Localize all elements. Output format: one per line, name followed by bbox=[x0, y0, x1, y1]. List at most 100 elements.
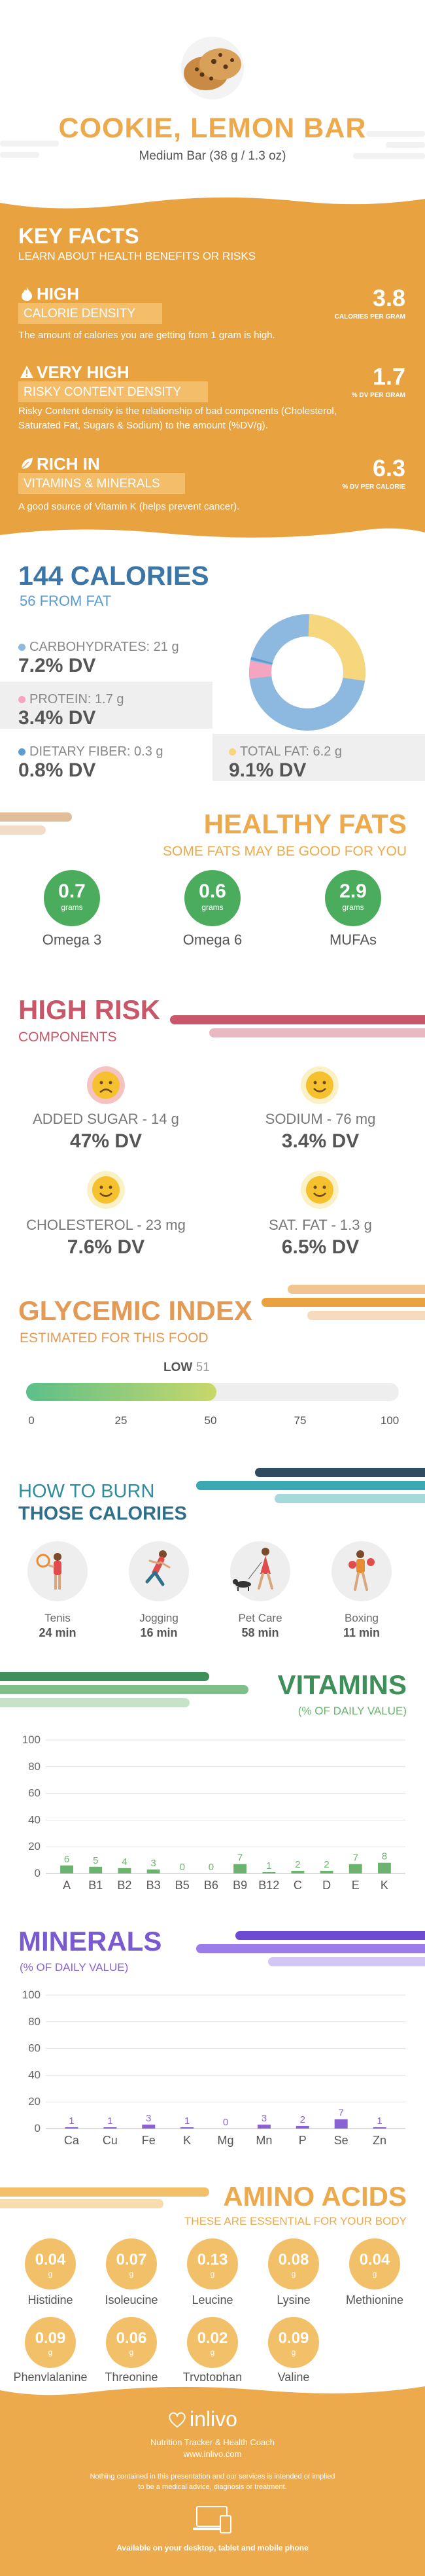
vitamin-category-label: B2 bbox=[117, 1879, 131, 1892]
mineral-category-label: P bbox=[299, 2134, 307, 2147]
glycemic-tick-label: 50 bbox=[204, 1414, 217, 1427]
protein-label: PROTEIN: 1.7 g bbox=[29, 692, 124, 706]
vitamin-y-tick-label: 0 bbox=[35, 1867, 41, 1879]
key-facts-subtitle: LEARN ABOUT HEALTH BENEFITS OR RISKS bbox=[18, 250, 256, 262]
vitamin-bar bbox=[118, 1868, 131, 1873]
amino-circle: 0.07 g bbox=[106, 2238, 157, 2289]
amino-name: Phenylalanine bbox=[13, 2371, 88, 2384]
fact-name: RISKY CONTENT DENSITY bbox=[18, 381, 208, 402]
protein-dv: 3.4% DV bbox=[18, 707, 96, 729]
decorative-bars-right bbox=[196, 1468, 425, 1503]
activity-name: Tenis bbox=[44, 1612, 71, 1624]
vitamin-value-label: 2 bbox=[324, 1859, 329, 1870]
mineral-category-label: Se bbox=[334, 2134, 348, 2147]
glycemic-fill bbox=[26, 1383, 216, 1401]
vitamin-bar bbox=[233, 1864, 247, 1873]
vitamin-category-label: B5 bbox=[175, 1879, 190, 1892]
amino-name: Methionine bbox=[345, 2293, 404, 2306]
risk-dv: 6.5% DV bbox=[281, 1236, 360, 1258]
fat-value-circle: 2.9 grams bbox=[325, 870, 381, 926]
amino-name: Tryptophan bbox=[182, 2371, 243, 2384]
fact-name: CALORIE DENSITY bbox=[18, 303, 162, 324]
flame-icon bbox=[22, 287, 32, 301]
amino-name: Threonine bbox=[105, 2371, 158, 2384]
vitamin-y-tick-label: 80 bbox=[28, 1760, 41, 1773]
activity-time: 58 min bbox=[241, 1626, 279, 1639]
disclaimer-line-2: to be a medical advice, diagnosis or tre… bbox=[138, 2483, 287, 2491]
glycemic-tick-label: 0 bbox=[28, 1414, 35, 1427]
heart-icon bbox=[169, 2412, 186, 2428]
mineral-bar bbox=[65, 2127, 78, 2129]
mineral-value-label: 7 bbox=[338, 2108, 343, 2119]
protein-dot bbox=[18, 696, 26, 703]
brand-url[interactable]: www.inlivo.com bbox=[183, 2449, 242, 2459]
high-risk-title: HIGH RISK bbox=[18, 994, 161, 1025]
vitamin-value-label: 1 bbox=[266, 1860, 271, 1871]
protein-stat: PROTEIN: 1.7 g 3.4% DV bbox=[18, 692, 124, 729]
amino-circle: 0.02 g bbox=[187, 2317, 238, 2368]
decorative-stripes bbox=[0, 131, 425, 159]
mineral-value-label: 1 bbox=[107, 2115, 112, 2127]
mineral-value-label: 3 bbox=[262, 2113, 267, 2124]
fact-name: VITAMINS & MINERALS bbox=[18, 473, 185, 494]
decorative-bars-left bbox=[0, 2187, 209, 2208]
header-section: COOKIE, LEMON BAR Medium Bar (38 g / 1.3… bbox=[0, 0, 425, 190]
vitamin-category-label: B1 bbox=[88, 1879, 103, 1892]
mineral-y-tick-label: 20 bbox=[28, 2095, 41, 2108]
disclaimer-line-1: Nothing contained in this presentation a… bbox=[90, 2473, 335, 2480]
vitamin-category-label: B12 bbox=[258, 1879, 279, 1892]
serving-size: Medium Bar (38 g / 1.3 oz) bbox=[139, 149, 286, 163]
mineral-value-label: 2 bbox=[300, 2114, 305, 2125]
vitamin-value-label: 5 bbox=[93, 1855, 98, 1866]
wave-bottom bbox=[0, 528, 425, 543]
happy-face-icon bbox=[87, 1171, 125, 1209]
devices-icon bbox=[193, 2506, 231, 2533]
calories-title: 144 CALORIES bbox=[18, 561, 209, 591]
fact-level: VERY HIGH bbox=[37, 362, 129, 382]
fiber-dot bbox=[18, 748, 26, 756]
vitamins-subtitle: (% OF DAILY VALUE) bbox=[298, 1705, 407, 1717]
fact-description: A good source of Vitamin K (helps preven… bbox=[18, 501, 240, 512]
mineral-category-label: Mn bbox=[256, 2134, 272, 2147]
fact-value: 3.8 bbox=[372, 285, 405, 311]
page-title: COOKIE, LEMON BAR bbox=[58, 113, 367, 144]
fat-band bbox=[212, 734, 425, 781]
amino-circle: 0.13 g bbox=[187, 2238, 238, 2289]
decorative-bars-right bbox=[196, 1931, 425, 1966]
mineral-category-label: Fe bbox=[142, 2134, 156, 2147]
vitamin-bar bbox=[89, 1866, 103, 1873]
vitamin-value-label: 7 bbox=[237, 1853, 243, 1864]
carbs-dv: 7.2% DV bbox=[18, 655, 96, 676]
footer: inlivo Nutrition Tracker & Health Coach … bbox=[0, 2381, 425, 2576]
cookie-image bbox=[181, 37, 244, 99]
vitamin-bar bbox=[377, 1862, 391, 1873]
brand-tagline: Nutrition Tracker & Health Coach bbox=[150, 2437, 275, 2447]
fiber-dv: 0.8% DV bbox=[18, 759, 96, 781]
vitamin-bar bbox=[262, 1871, 276, 1873]
activity-name: Pet Care bbox=[238, 1612, 282, 1624]
carbs-label: CARBOHYDRATES: 21 g bbox=[29, 640, 179, 654]
fat-label: TOTAL FAT: 6.2 g bbox=[240, 744, 342, 759]
amino-name: Valine bbox=[277, 2371, 310, 2384]
decorative-bars-right bbox=[170, 1015, 425, 1037]
brand-logo: inlivo bbox=[190, 2407, 237, 2431]
donut-fiber bbox=[249, 614, 366, 731]
vitamin-category-label: E bbox=[352, 1879, 360, 1892]
mineral-bar bbox=[296, 2125, 309, 2129]
amino-name: Lysine bbox=[277, 2293, 311, 2306]
vitamin-value-label: 6 bbox=[64, 1854, 69, 1865]
fact-level: RICH IN bbox=[37, 454, 100, 474]
risk-label: CHOLESTEROL - 23 mg bbox=[26, 1217, 186, 1233]
mineral-bar bbox=[180, 2127, 194, 2129]
leaf-icon bbox=[21, 458, 33, 470]
vitamin-value-label: 0 bbox=[209, 1862, 214, 1873]
carbs-dot bbox=[18, 644, 26, 651]
vitamin-bar bbox=[320, 1870, 333, 1873]
mineral-category-label: Mg bbox=[217, 2134, 233, 2147]
amino-circle: 0.04 g bbox=[349, 2238, 400, 2289]
vitamin-category-label: A bbox=[63, 1879, 71, 1892]
fat-dv: 9.1% DV bbox=[229, 759, 307, 781]
mineral-bar bbox=[257, 2124, 271, 2129]
dog-walking-icon bbox=[230, 1541, 290, 1601]
